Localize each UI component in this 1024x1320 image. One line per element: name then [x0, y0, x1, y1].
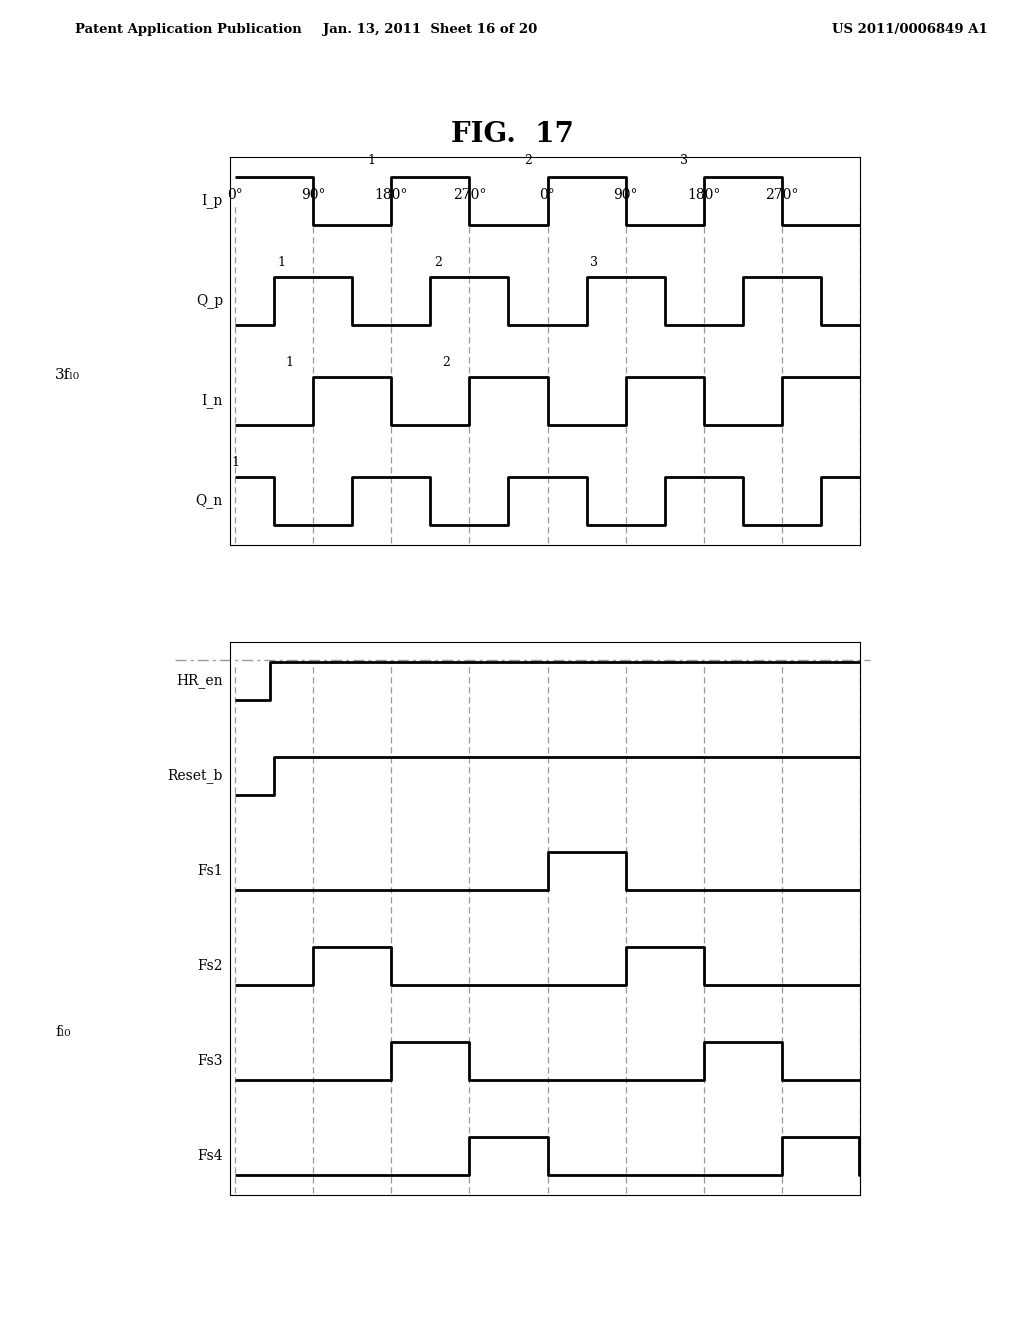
Text: 1: 1	[286, 356, 294, 370]
Text: Jan. 13, 2011  Sheet 16 of 20: Jan. 13, 2011 Sheet 16 of 20	[323, 24, 538, 37]
Text: 3fₗ₀: 3fₗ₀	[55, 368, 80, 381]
Text: 270°: 270°	[765, 187, 799, 202]
Text: 1: 1	[368, 154, 376, 168]
Text: Q_n: Q_n	[196, 494, 223, 508]
Text: 3: 3	[680, 154, 688, 168]
Text: Reset_b: Reset_b	[168, 768, 223, 784]
Text: Fs2: Fs2	[198, 960, 223, 973]
Text: 0°: 0°	[540, 187, 555, 202]
Text: HR_en: HR_en	[176, 673, 223, 689]
Text: 3: 3	[591, 256, 598, 269]
Text: 0°: 0°	[227, 187, 243, 202]
Text: 2: 2	[434, 256, 442, 269]
Text: 180°: 180°	[375, 187, 408, 202]
Text: Fs4: Fs4	[198, 1148, 223, 1163]
Text: 2: 2	[442, 356, 450, 370]
Text: Patent Application Publication: Patent Application Publication	[75, 24, 302, 37]
Text: FIG.  17: FIG. 17	[451, 121, 573, 149]
Text: 90°: 90°	[613, 187, 638, 202]
Text: I_n: I_n	[202, 393, 223, 408]
Text: 2: 2	[524, 154, 531, 168]
Text: Q_p: Q_p	[196, 293, 223, 309]
Text: 1: 1	[231, 455, 239, 469]
Text: fₗ₀: fₗ₀	[55, 1026, 71, 1040]
Text: 270°: 270°	[453, 187, 486, 202]
Text: Fs1: Fs1	[198, 865, 223, 878]
Text: I_p: I_p	[202, 194, 223, 209]
Text: Fs3: Fs3	[198, 1053, 223, 1068]
Text: US 2011/0006849 A1: US 2011/0006849 A1	[833, 24, 988, 37]
Text: 1: 1	[278, 256, 286, 269]
Text: 90°: 90°	[301, 187, 326, 202]
Text: 180°: 180°	[687, 187, 721, 202]
